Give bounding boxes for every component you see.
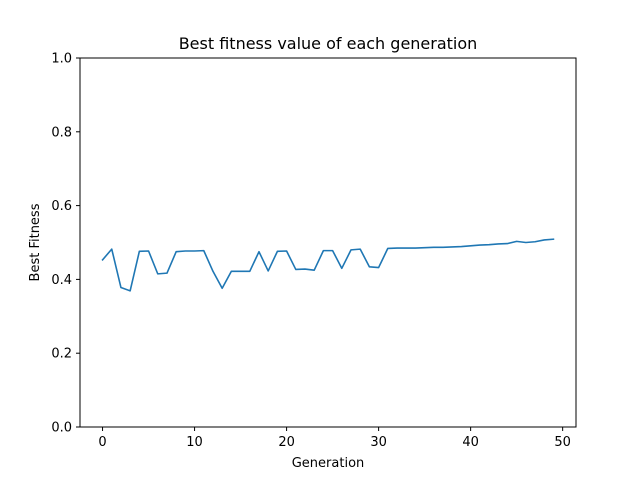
chart-title: Best fitness value of each generation	[179, 34, 478, 53]
x-axis-ticks: 0 10 20 30 40 50	[98, 427, 571, 450]
x-tick-label: 40	[462, 435, 479, 450]
y-tick-label: 0.6	[51, 199, 72, 214]
y-tick-label: 1.0	[51, 52, 72, 67]
y-axis-label: Best Fitness	[28, 203, 43, 281]
x-tick-label: 0	[98, 435, 106, 450]
x-axis-label: Generation	[292, 456, 365, 471]
y-tick-label: 0.4	[51, 273, 72, 288]
series-line-best-fitness	[101, 238, 555, 292]
y-tick-label: 0.8	[51, 125, 72, 140]
y-tick-label: 0.2	[51, 347, 72, 362]
y-tick-label: 0.0	[51, 421, 72, 436]
x-tick-label: 50	[554, 435, 571, 450]
x-tick-label: 30	[370, 435, 387, 450]
plot-frame	[79, 57, 577, 428]
x-tick-label: 20	[278, 435, 295, 450]
y-axis-ticks: 0.0 0.2 0.4 0.6 0.8 1.0	[51, 52, 80, 436]
x-tick-label: 10	[186, 435, 203, 450]
